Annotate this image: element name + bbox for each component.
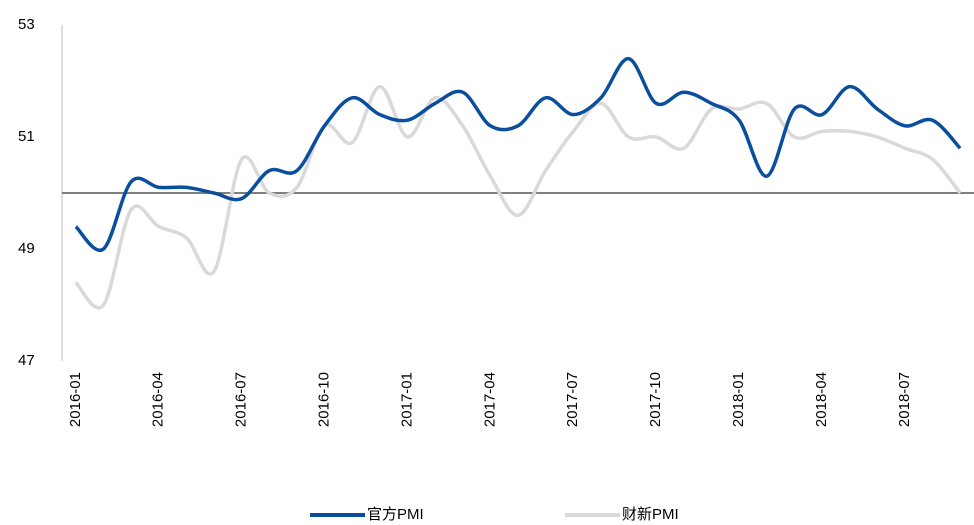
y-tick-label: 49 [18,240,35,257]
legend-label: 财新PMI [622,506,679,523]
y-tick-label: 53 [18,16,35,33]
legend-label: 官方PMI [367,506,424,523]
y-tick-label: 51 [18,128,35,145]
y-tick-label: 47 [18,352,35,369]
x-tick-label: 2018-01 [730,372,747,427]
x-tick-label: 2017-01 [398,372,415,427]
x-tick-label: 2018-07 [896,372,913,427]
x-tick-label: 2016-04 [150,372,167,427]
x-tick-label: 2018-04 [813,372,830,427]
x-tick-label: 2017-04 [481,372,498,427]
line-series [74,56,962,253]
x-tick-label: 2017-07 [564,372,581,427]
x-tick-label: 2016-07 [233,372,250,427]
x-tick-label: 2016-01 [67,372,84,427]
x-tick-label: 2017-10 [647,372,664,427]
x-tick-label: 2016-10 [316,372,333,427]
line-series [74,84,962,310]
